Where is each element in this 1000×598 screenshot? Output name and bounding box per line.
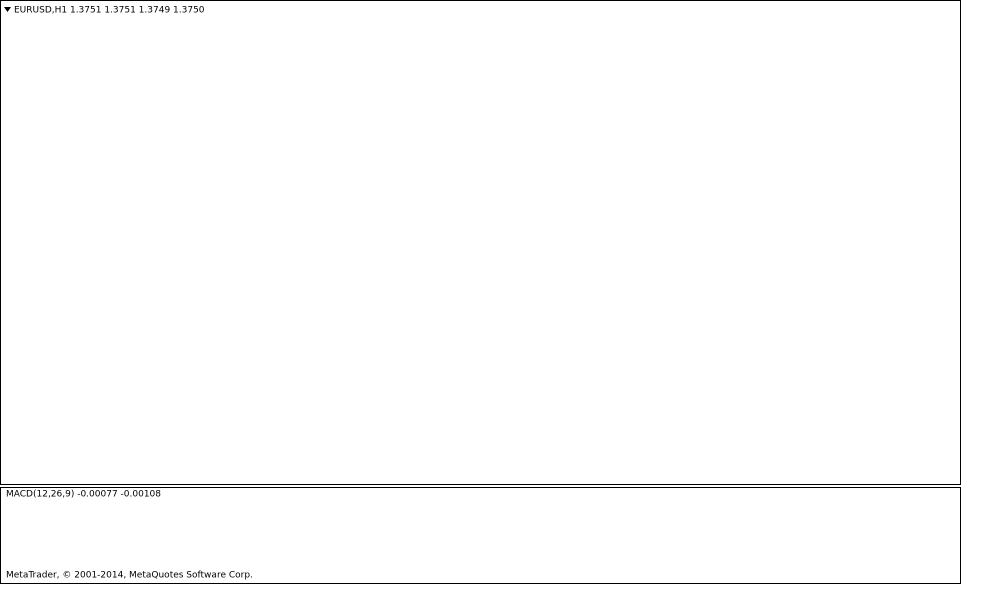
menu-arrow[interactable] [4, 7, 11, 12]
footer: MetaTrader, © 2001-2014, MetaQuotes Soft… [6, 571, 253, 581]
macd-title: MACD(12,26,9) -0.00077 -0.00108 [6, 490, 161, 500]
main-panel-frame [0, 0, 961, 485]
macd-panel-frame [0, 487, 961, 584]
chart-title: EURUSD,H1 1.3751 1.3751 1.3749 1.3750 [14, 6, 205, 16]
